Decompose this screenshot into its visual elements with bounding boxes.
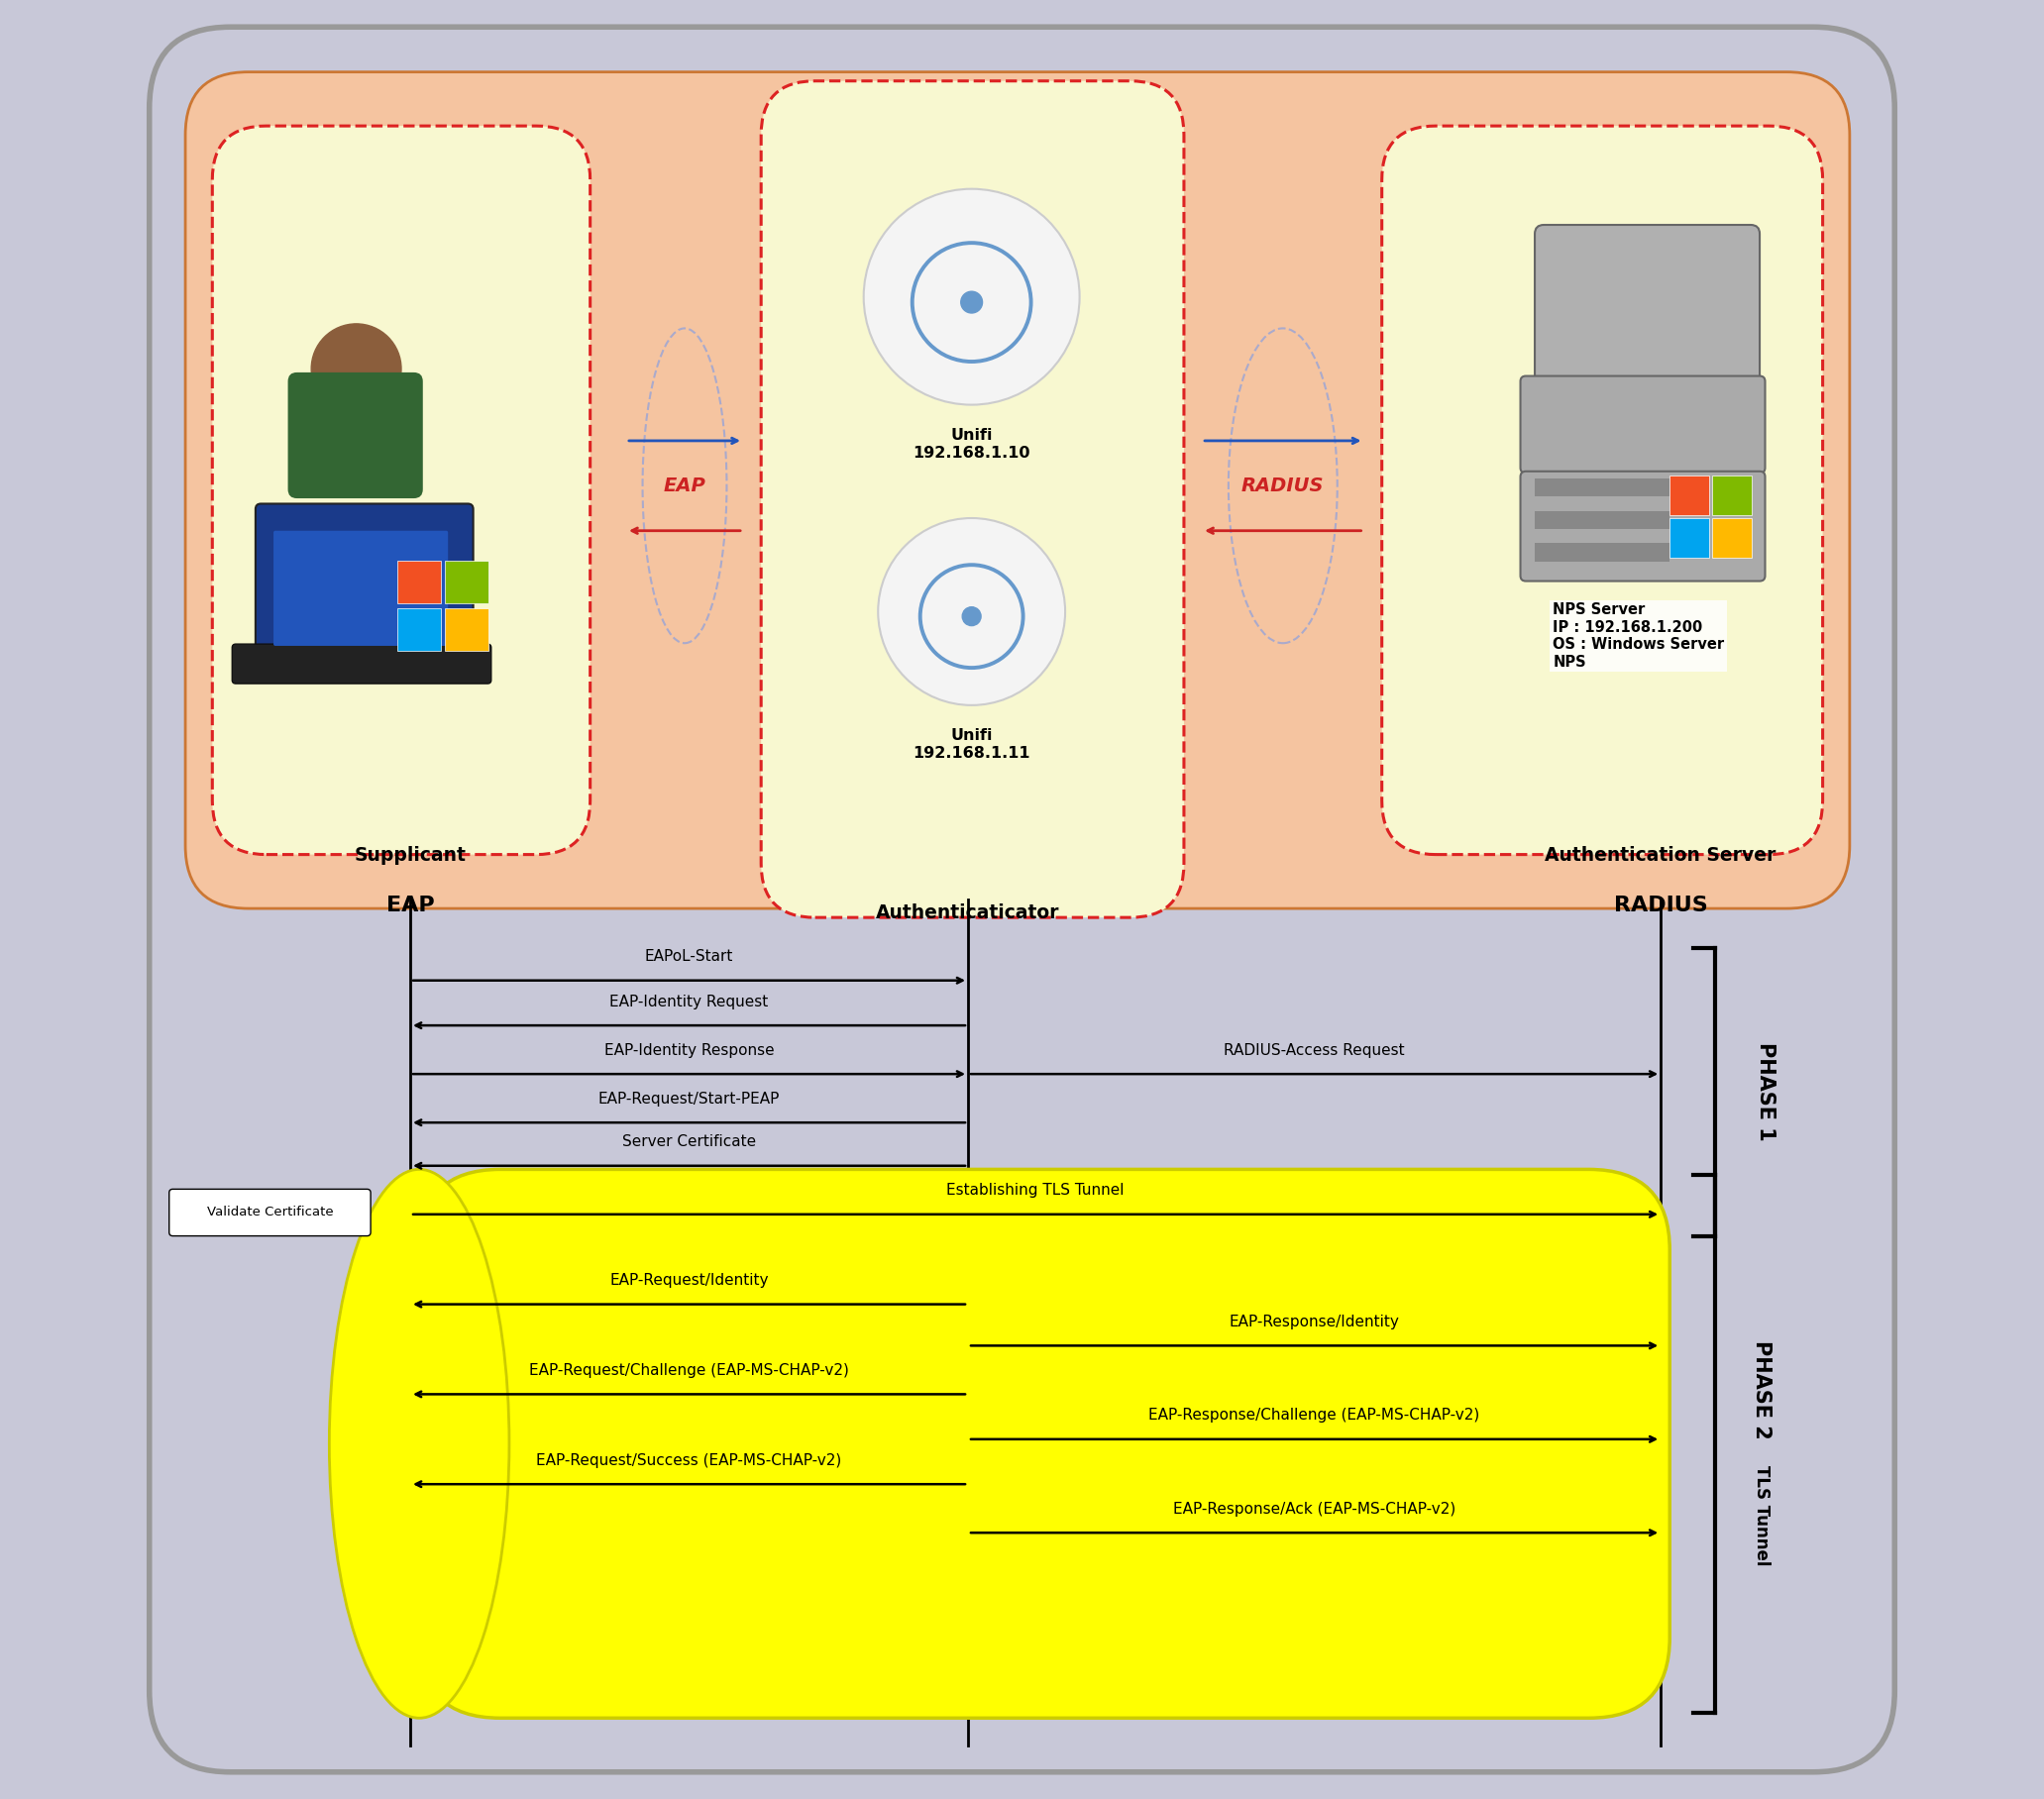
FancyBboxPatch shape: [213, 126, 591, 855]
Text: Unifi
192.168.1.11: Unifi 192.168.1.11: [914, 729, 1030, 761]
FancyBboxPatch shape: [274, 531, 448, 646]
Circle shape: [311, 324, 401, 414]
Text: Supplicant: Supplicant: [354, 846, 466, 864]
Bar: [1670, 475, 1709, 515]
Text: EAP-Request/Challenge (EAP-MS-CHAP-v2): EAP-Request/Challenge (EAP-MS-CHAP-v2): [529, 1364, 848, 1378]
Text: EAP-Identity Request: EAP-Identity Request: [609, 995, 769, 1009]
Text: Unifi
192.168.1.10: Unifi 192.168.1.10: [914, 428, 1030, 461]
FancyBboxPatch shape: [1521, 471, 1766, 581]
Text: EAP-Response/Identity: EAP-Response/Identity: [1228, 1315, 1400, 1329]
Text: NPS Server
IP : 192.168.1.200
OS : Windows Server
NPS: NPS Server IP : 192.168.1.200 OS : Windo…: [1553, 603, 1725, 669]
Text: Authenticaticator: Authenticaticator: [877, 903, 1061, 921]
Bar: [446, 561, 489, 604]
FancyBboxPatch shape: [233, 644, 491, 684]
Bar: [1535, 479, 1670, 497]
FancyBboxPatch shape: [186, 72, 1850, 908]
Text: Validate Certificate: Validate Certificate: [206, 1205, 333, 1220]
Bar: [1713, 475, 1752, 515]
Text: EAP-Request/Success (EAP-MS-CHAP-v2): EAP-Request/Success (EAP-MS-CHAP-v2): [536, 1454, 842, 1468]
FancyBboxPatch shape: [149, 27, 1895, 1772]
Circle shape: [963, 606, 981, 626]
FancyBboxPatch shape: [256, 504, 474, 662]
Bar: [1670, 518, 1709, 558]
FancyBboxPatch shape: [1535, 225, 1760, 405]
Bar: [399, 561, 442, 604]
Text: EAP: EAP: [664, 477, 705, 495]
Text: RADIUS: RADIUS: [1241, 477, 1325, 495]
Text: EAP: EAP: [386, 896, 433, 916]
Text: EAP-Request/Start-PEAP: EAP-Request/Start-PEAP: [599, 1092, 781, 1106]
Text: EAP-Response/Challenge (EAP-MS-CHAP-v2): EAP-Response/Challenge (EAP-MS-CHAP-v2): [1149, 1409, 1480, 1423]
Text: PHASE 1: PHASE 1: [1756, 1043, 1774, 1141]
FancyBboxPatch shape: [1521, 376, 1766, 473]
Text: PHASE 2: PHASE 2: [1752, 1340, 1772, 1439]
Bar: [399, 608, 442, 651]
Circle shape: [865, 189, 1079, 405]
FancyBboxPatch shape: [170, 1189, 370, 1236]
Bar: [1535, 543, 1670, 561]
Text: Server Certificate: Server Certificate: [621, 1135, 756, 1150]
Text: RADIUS: RADIUS: [1615, 896, 1707, 916]
Circle shape: [879, 518, 1065, 705]
FancyBboxPatch shape: [1382, 126, 1823, 855]
Bar: [1535, 511, 1670, 529]
Text: EAP-Request/Identity: EAP-Request/Identity: [609, 1274, 769, 1288]
Ellipse shape: [329, 1169, 509, 1718]
FancyBboxPatch shape: [419, 1169, 1670, 1718]
Text: Authentication Server: Authentication Server: [1545, 846, 1776, 864]
Text: EAPoL-Start: EAPoL-Start: [644, 950, 734, 964]
Text: RADIUS-Access Request: RADIUS-Access Request: [1224, 1043, 1404, 1058]
FancyBboxPatch shape: [760, 81, 1183, 917]
Text: TLS Tunnel: TLS Tunnel: [1752, 1466, 1770, 1565]
Bar: [446, 608, 489, 651]
Circle shape: [961, 291, 983, 313]
FancyBboxPatch shape: [288, 372, 423, 498]
Text: EAP-Response/Ack (EAP-MS-CHAP-v2): EAP-Response/Ack (EAP-MS-CHAP-v2): [1173, 1502, 1455, 1517]
Text: EAP-Identity Response: EAP-Identity Response: [605, 1043, 775, 1058]
Text: Establishing TLS Tunnel: Establishing TLS Tunnel: [946, 1184, 1124, 1198]
Bar: [1713, 518, 1752, 558]
